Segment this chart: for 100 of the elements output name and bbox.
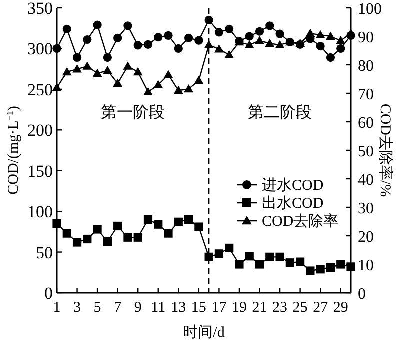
point [144, 215, 153, 224]
point [326, 53, 336, 62]
point [255, 27, 264, 36]
y-tick-label: 50 [36, 243, 53, 262]
point [194, 222, 204, 232]
x-tick-label: 1 [53, 300, 61, 316]
y-tick-label: 350 [28, 0, 53, 18]
point [154, 33, 163, 42]
point [255, 260, 264, 269]
point [134, 233, 142, 242]
point [296, 258, 305, 266]
point [72, 53, 82, 62]
point [336, 36, 346, 44]
point [174, 44, 183, 54]
x-tick-label: 5 [94, 300, 102, 316]
y-tick-label: 0 [44, 284, 53, 303]
y2-tick-label: 0 [358, 286, 366, 303]
point [62, 229, 72, 238]
point [235, 260, 244, 269]
point [276, 30, 284, 38]
point [164, 229, 173, 238]
point [336, 44, 346, 54]
point [184, 215, 194, 224]
point [134, 41, 142, 50]
point [244, 40, 254, 48]
y-tick-label: 300 [28, 40, 53, 59]
point [184, 34, 194, 42]
y2-tick-label: 30 [358, 200, 374, 218]
point [204, 16, 214, 25]
y2-tick-label: 60 [358, 115, 374, 132]
x-tick-label: 9 [134, 300, 142, 316]
point [225, 244, 234, 253]
y2-tick-label: 40 [358, 172, 374, 189]
point [102, 66, 112, 74]
x-axis-title: 时间/d [183, 324, 226, 341]
point [326, 263, 336, 272]
annotation: 第二阶段 [248, 104, 312, 122]
point [316, 42, 325, 51]
point [154, 220, 163, 229]
point [184, 84, 194, 93]
point [83, 234, 92, 244]
point [93, 225, 102, 234]
y2-tick-label: 50 [358, 144, 374, 160]
point [82, 62, 92, 70]
point [204, 252, 214, 262]
point [124, 22, 132, 30]
x-tick-label: 19 [232, 300, 247, 316]
x-tick-label: 17 [212, 300, 228, 316]
point [114, 222, 122, 231]
point [92, 68, 102, 77]
point [133, 67, 143, 76]
point [103, 53, 112, 62]
point [316, 265, 325, 274]
x-tick-label: 27 [313, 300, 329, 316]
point [144, 40, 153, 49]
point [276, 252, 284, 262]
point [214, 44, 224, 53]
x-tick-label: 11 [151, 300, 166, 316]
point [164, 70, 174, 78]
point [316, 30, 326, 39]
point [72, 238, 82, 247]
point [174, 218, 183, 226]
point [124, 233, 132, 242]
point [72, 64, 82, 73]
legend-label: 进水COD [262, 177, 324, 194]
point [224, 50, 234, 58]
point [62, 24, 72, 34]
y-tick-label: 100 [28, 202, 53, 222]
point [62, 67, 72, 76]
point [336, 260, 346, 269]
point [114, 34, 122, 42]
point [225, 24, 234, 34]
point [214, 28, 224, 37]
y-tick-label: 150 [28, 162, 53, 181]
point [266, 22, 274, 30]
point [52, 219, 62, 228]
point [144, 87, 153, 96]
point [123, 62, 133, 70]
x-tick-label: 29 [333, 300, 348, 316]
y2-axis-title: COD去除率/% [377, 104, 394, 198]
legend-label: COD去除率 [262, 213, 339, 230]
point [306, 266, 315, 276]
point [204, 40, 214, 48]
point [214, 250, 224, 258]
x-tick-label: 15 [191, 300, 206, 316]
y-tick-label: 200 [28, 121, 53, 140]
x-tick-label: 25 [292, 300, 308, 316]
point [275, 40, 285, 48]
legend-label: 出水COD [262, 195, 324, 212]
point [103, 237, 112, 246]
y-tick-label: 250 [28, 80, 53, 100]
y2-tick-label: 80 [358, 58, 374, 75]
x-tick-label: 7 [114, 300, 122, 316]
y2-tick-label: 90 [358, 30, 374, 46]
y2-tick-label: 10 [358, 258, 374, 274]
point [194, 36, 204, 45]
x-tick-label: 21 [252, 300, 268, 316]
point [194, 76, 204, 84]
annotation: 第一阶段 [101, 104, 166, 122]
x-tick-label: 23 [272, 300, 288, 316]
